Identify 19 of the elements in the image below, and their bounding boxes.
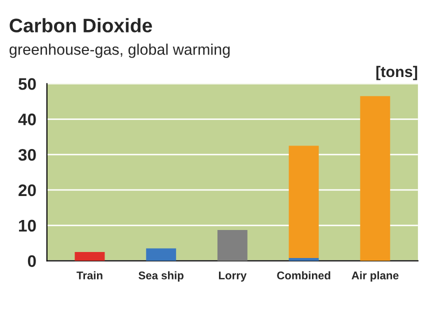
x-tick-label: Combined [277, 271, 330, 280]
y-tick-label: 30 [18, 148, 36, 161]
y-tick-label: 50 [18, 78, 36, 90]
bar [74, 252, 105, 261]
y-tick-label: 40 [18, 114, 36, 126]
x-tick-label: Sea ship [138, 271, 184, 282]
bar [217, 230, 248, 261]
y-tick-label: 0 [28, 255, 36, 268]
chart-title: Carbon Dioxide [10, 18, 152, 32]
x-tick-label: Lorry [218, 272, 247, 282]
y-axis-title: [tons] [376, 66, 418, 80]
y-tick-label: 10 [19, 220, 36, 232]
y-tick-label: 20 [18, 184, 36, 196]
bar [360, 96, 390, 261]
x-tick-label: Train [76, 271, 102, 280]
bar [288, 146, 319, 258]
bar [146, 248, 176, 261]
x-tick-label: Air plane [352, 271, 399, 282]
chart-subtitle: greenhouse-gas, global warming [10, 44, 230, 58]
